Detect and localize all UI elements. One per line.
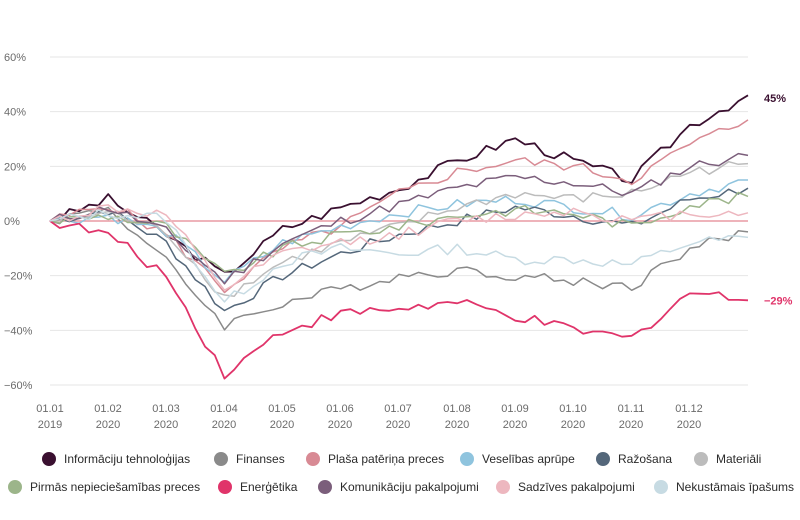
end-labels: 45% −29% xyxy=(764,93,793,307)
legend-item: Sadzīves pakalpojumi xyxy=(496,480,635,494)
y-tick-label: 60% xyxy=(4,52,26,64)
legend-item: Plaša patēriņa preces xyxy=(306,452,444,466)
series-line xyxy=(49,94,749,273)
legend: Informāciju tehnoloģijas Finanses Plaša … xyxy=(0,452,800,512)
legend-swatch xyxy=(214,452,228,466)
legend-label: Pirmās nepieciešamības preces xyxy=(30,480,201,494)
end-value-label: 45% xyxy=(764,93,786,105)
y-tick-label: −20% xyxy=(4,271,33,283)
x-tick-label: 01.03 xyxy=(152,403,180,415)
x-tick-year-label: 2020 xyxy=(619,419,643,431)
legend-label: Materiāli xyxy=(716,452,762,466)
legend-swatch xyxy=(218,480,232,494)
y-tick-label: −60% xyxy=(4,380,33,392)
series-line xyxy=(49,220,749,380)
end-value-label: −29% xyxy=(764,295,793,307)
series-line xyxy=(49,119,749,294)
x-tick-label: 01.10 xyxy=(559,403,587,415)
x-axis-ticks: 01.01 2019 01.02 2020 01.03 2020 01.04 2020 01.0… xyxy=(36,403,703,431)
series-line xyxy=(49,152,749,285)
series-line xyxy=(49,209,749,303)
x-tick-year-label: 2020 xyxy=(503,419,527,431)
x-tick-year-label: 2020 xyxy=(386,419,410,431)
y-tick-label: −40% xyxy=(4,325,33,337)
legend-item: Pirmās nepieciešamības preces xyxy=(8,480,200,494)
legend-label: Sadzīves pakalpojumi xyxy=(518,480,635,494)
series-line xyxy=(49,187,749,312)
x-tick-year-label: 2020 xyxy=(445,419,469,431)
legend-swatch xyxy=(654,480,668,494)
x-tick-label: 01.04 xyxy=(210,403,238,415)
legend-label: Enerģētika xyxy=(240,480,298,494)
legend-label: Plaša patēriņa preces xyxy=(328,452,445,466)
legend-swatch xyxy=(460,452,474,466)
series-line xyxy=(49,206,749,331)
x-tick-label: 01.12 xyxy=(675,403,703,415)
x-tick-year-label: 2020 xyxy=(270,419,294,431)
legend-swatch xyxy=(318,480,332,494)
legend-label: Ražošana xyxy=(618,452,673,466)
x-tick-year-label: 2020 xyxy=(96,419,120,431)
x-tick-label: 01.08 xyxy=(443,403,471,415)
series-line xyxy=(49,191,749,272)
legend-item: Komunikāciju pakalpojumi xyxy=(318,480,479,494)
legend-item: Nekustāmais īpašums xyxy=(654,480,794,494)
x-tick-year-label: 2019 xyxy=(38,419,62,431)
legend-swatch xyxy=(496,480,510,494)
x-tick-label: 01.07 xyxy=(384,403,412,415)
legend-item: Veselības aprūpe xyxy=(460,452,575,466)
legend-swatch xyxy=(42,452,56,466)
legend-item: Materiāli xyxy=(694,452,761,466)
legend-item: Finanses xyxy=(214,452,285,466)
x-tick-year-label: 2020 xyxy=(328,419,352,431)
legend-label: Informāciju tehnoloģijas xyxy=(64,452,191,466)
legend-label: Finanses xyxy=(236,452,285,466)
x-tick-year-label: 2020 xyxy=(561,419,585,431)
legend-swatch xyxy=(596,452,610,466)
legend-label: Veselības aprūpe xyxy=(482,452,575,466)
legend-item: Informāciju tehnoloģijas xyxy=(42,452,190,466)
legend-label: Nekustāmais īpašums xyxy=(676,480,795,494)
y-tick-label: 40% xyxy=(4,107,26,119)
series-lines xyxy=(49,94,749,380)
legend-label: Komunikāciju pakalpojumi xyxy=(340,480,479,494)
legend-swatch xyxy=(694,452,708,466)
series-line xyxy=(49,160,749,298)
x-tick-label: 01.09 xyxy=(501,403,529,415)
x-tick-year-label: 2020 xyxy=(677,419,701,431)
y-axis-ticks: 60% 40% 20% 0% −20% −40% −60% xyxy=(4,52,33,392)
x-tick-year-label: 2020 xyxy=(154,419,178,431)
legend-swatch xyxy=(8,480,22,494)
x-tick-year-label: 2020 xyxy=(212,419,236,431)
y-tick-label: 0% xyxy=(4,216,20,228)
x-tick-label: 01.11 xyxy=(618,403,645,415)
series-line xyxy=(49,204,749,291)
x-tick-label: 01.02 xyxy=(94,403,122,415)
legend-item: Ražošana xyxy=(596,452,672,466)
series-line xyxy=(49,179,748,284)
y-tick-label: 20% xyxy=(4,161,26,173)
x-tick-label: 01.05 xyxy=(268,403,296,415)
x-tick-label: 01.01 xyxy=(36,403,64,415)
legend-swatch xyxy=(306,452,320,466)
legend-item: Enerģētika xyxy=(218,480,297,494)
x-tick-label: 01.06 xyxy=(326,403,354,415)
